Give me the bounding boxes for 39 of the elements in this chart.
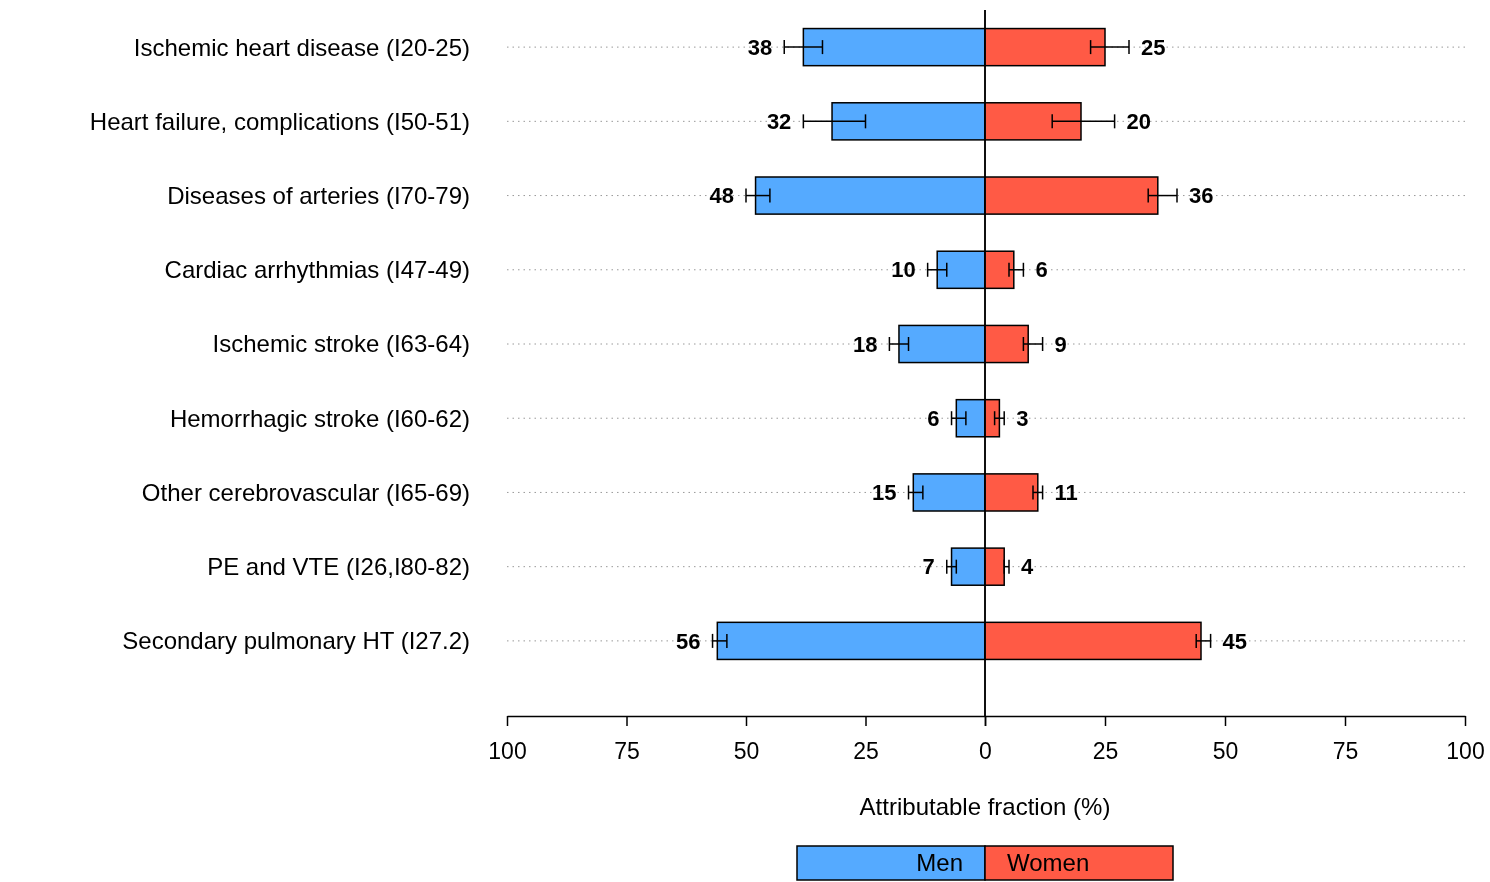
data-label: 15 [872,480,897,506]
y-tick-label: Other cerebrovascular (I65-69) [141,478,470,506]
data-label: 6 [927,405,940,431]
x-tick-label: 75 [1332,737,1359,764]
data-label: 38 [747,34,773,60]
y-tick-label: Hemorrhagic stroke (I60-62) [169,404,470,432]
data-label: 11 [1054,480,1078,506]
data-label: 45 [1222,628,1248,654]
x-tick-label: 50 [1212,737,1239,764]
x-tick-label: 25 [853,737,879,764]
y-tick-label: Ischemic stroke (I63-64) [212,330,470,358]
data-label: 3 [1016,405,1029,431]
data-label: 20 [1126,109,1152,135]
x-axis-title: Attributable fraction (%) [859,793,1111,820]
y-tick-label: PE and VTE (I26,I80-82) [207,553,470,581]
text: Men [916,849,963,877]
x-tick-label: 100 [488,737,527,764]
x-tick-label: 0 [979,737,992,764]
x-tick-label: 50 [733,737,760,764]
y-tick-label: Diseases of arteries (I70-79) [167,181,470,209]
y-tick-label: Secondary pulmonary HT (I27.2) [122,627,470,655]
data-label: 32 [766,109,792,135]
data-label: 48 [709,183,734,209]
data-label: 56 [676,628,701,654]
data-label: 4 [1021,554,1034,580]
data-label: 18 [852,331,878,357]
x-tick-label: 75 [614,737,640,764]
data-label: 6 [1035,257,1048,283]
data-label: 25 [1141,34,1166,60]
text: Women [1007,849,1090,877]
x-tick-label: 25 [1092,737,1119,764]
data-label: 9 [1054,331,1067,357]
data-label: 7 [922,554,935,580]
y-tick-label: Cardiac arrhythmias (I47-49) [164,256,470,284]
x-tick-label: 100 [1446,737,1485,764]
data-label: 10 [891,257,916,283]
data-label: 36 [1189,183,1214,209]
y-tick-label: Ischemic heart disease (I20-25) [133,33,470,61]
y-tick-label: Heart failure, complications (I50-51) [89,107,470,135]
